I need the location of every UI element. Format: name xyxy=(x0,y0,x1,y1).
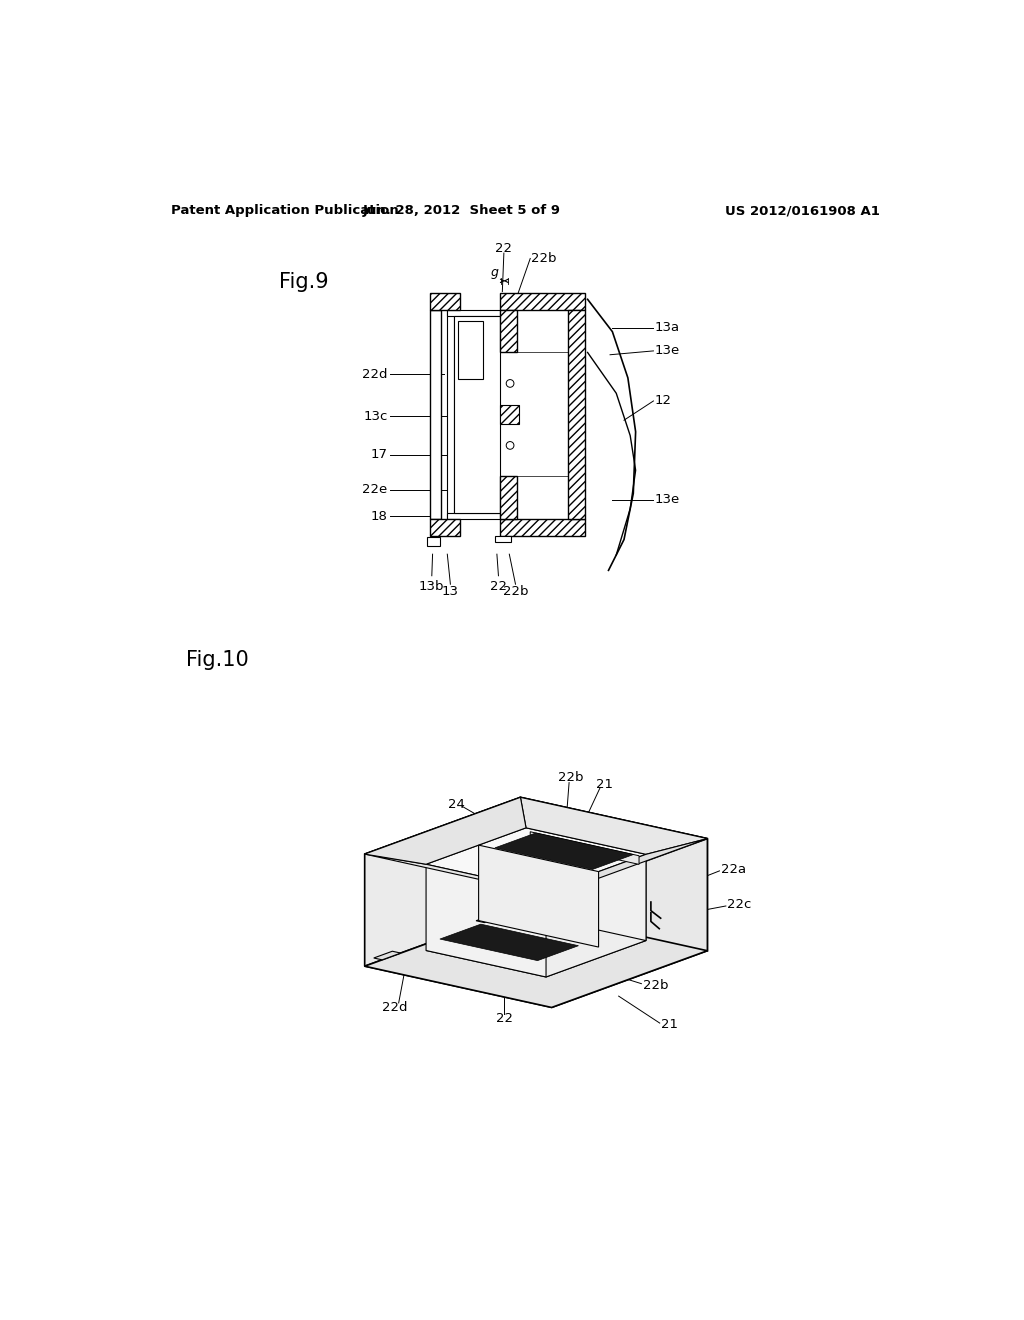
Bar xyxy=(500,352,586,477)
Text: Fig.10: Fig.10 xyxy=(186,649,249,669)
Text: 13: 13 xyxy=(442,585,459,598)
Polygon shape xyxy=(374,952,400,960)
Polygon shape xyxy=(365,909,708,1007)
Bar xyxy=(458,321,483,379)
Text: 13c: 13c xyxy=(364,409,388,422)
Polygon shape xyxy=(395,866,549,986)
Text: 22d: 22d xyxy=(433,876,459,890)
Text: 22b: 22b xyxy=(558,771,584,784)
Text: 24: 24 xyxy=(447,799,465,812)
Text: 12: 12 xyxy=(655,395,672,408)
Polygon shape xyxy=(546,854,646,977)
Text: 13e: 13e xyxy=(655,492,680,506)
Polygon shape xyxy=(395,818,523,952)
Bar xyxy=(427,537,439,546)
Text: 22a: 22a xyxy=(721,863,746,876)
Polygon shape xyxy=(526,828,646,941)
Bar xyxy=(454,317,500,512)
Polygon shape xyxy=(365,797,520,966)
Text: 13a: 13a xyxy=(655,321,680,334)
Polygon shape xyxy=(365,854,552,895)
Bar xyxy=(568,310,586,519)
Text: 22d: 22d xyxy=(382,1001,408,1014)
Text: Fig.9: Fig.9 xyxy=(280,272,329,292)
Bar xyxy=(496,536,511,541)
Polygon shape xyxy=(365,797,708,895)
Polygon shape xyxy=(552,838,708,1007)
Text: 13b: 13b xyxy=(419,581,444,594)
Polygon shape xyxy=(495,833,634,870)
Polygon shape xyxy=(523,818,677,940)
Polygon shape xyxy=(476,913,503,923)
Bar xyxy=(430,310,441,519)
Text: 22b: 22b xyxy=(531,252,556,265)
Bar xyxy=(500,310,517,352)
Text: 22b: 22b xyxy=(503,585,528,598)
Polygon shape xyxy=(530,832,639,865)
Bar xyxy=(447,310,500,317)
Text: 22: 22 xyxy=(496,1012,513,1024)
Polygon shape xyxy=(440,924,579,961)
Polygon shape xyxy=(549,853,677,986)
Text: 22c: 22c xyxy=(727,898,752,911)
Text: 18: 18 xyxy=(371,510,388,523)
Bar xyxy=(500,405,518,424)
Bar xyxy=(500,293,586,310)
Bar xyxy=(500,519,586,536)
Polygon shape xyxy=(395,906,677,986)
Polygon shape xyxy=(426,828,646,891)
Text: 22: 22 xyxy=(496,242,512,255)
Text: 21: 21 xyxy=(596,777,612,791)
Text: g: g xyxy=(490,267,499,280)
Text: 21: 21 xyxy=(662,1018,678,1031)
Polygon shape xyxy=(365,797,526,865)
Bar xyxy=(430,519,460,536)
Polygon shape xyxy=(426,913,646,977)
Polygon shape xyxy=(478,845,599,946)
Text: 22: 22 xyxy=(489,581,507,594)
Bar xyxy=(447,512,500,519)
Text: 22e: 22e xyxy=(362,483,388,496)
Text: 17: 17 xyxy=(371,449,388,462)
Text: 22: 22 xyxy=(444,851,462,865)
Text: 13e: 13e xyxy=(655,345,680,358)
Bar xyxy=(500,477,517,519)
Text: US 2012/0161908 A1: US 2012/0161908 A1 xyxy=(725,205,880,218)
Polygon shape xyxy=(426,865,546,977)
Polygon shape xyxy=(520,797,708,854)
Polygon shape xyxy=(365,854,552,1007)
Bar xyxy=(430,293,460,310)
Polygon shape xyxy=(546,838,708,895)
Text: 22d: 22d xyxy=(362,367,388,380)
Text: 22b: 22b xyxy=(643,978,669,991)
Bar xyxy=(447,310,454,519)
Polygon shape xyxy=(520,797,708,950)
Text: Patent Application Publication: Patent Application Publication xyxy=(171,205,398,218)
Text: Jun. 28, 2012  Sheet 5 of 9: Jun. 28, 2012 Sheet 5 of 9 xyxy=(362,205,560,218)
